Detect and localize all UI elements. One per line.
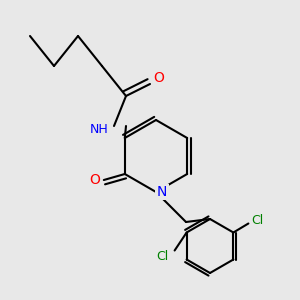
Text: O: O (89, 173, 100, 187)
Text: O: O (154, 71, 164, 85)
Text: NH: NH (90, 122, 108, 136)
Text: N: N (157, 185, 167, 199)
Text: Cl: Cl (251, 214, 263, 227)
Text: Cl: Cl (157, 250, 169, 263)
